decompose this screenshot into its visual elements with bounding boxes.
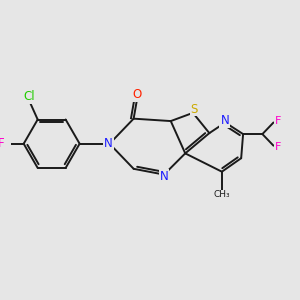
Text: N: N: [220, 114, 229, 127]
Text: F: F: [275, 116, 281, 126]
Text: F: F: [0, 137, 5, 150]
Text: Cl: Cl: [23, 90, 35, 103]
Text: S: S: [191, 103, 198, 116]
Text: N: N: [160, 170, 168, 183]
Text: F: F: [275, 142, 281, 152]
Text: N: N: [104, 137, 113, 150]
Text: CH₃: CH₃: [214, 190, 230, 199]
Text: O: O: [133, 88, 142, 101]
